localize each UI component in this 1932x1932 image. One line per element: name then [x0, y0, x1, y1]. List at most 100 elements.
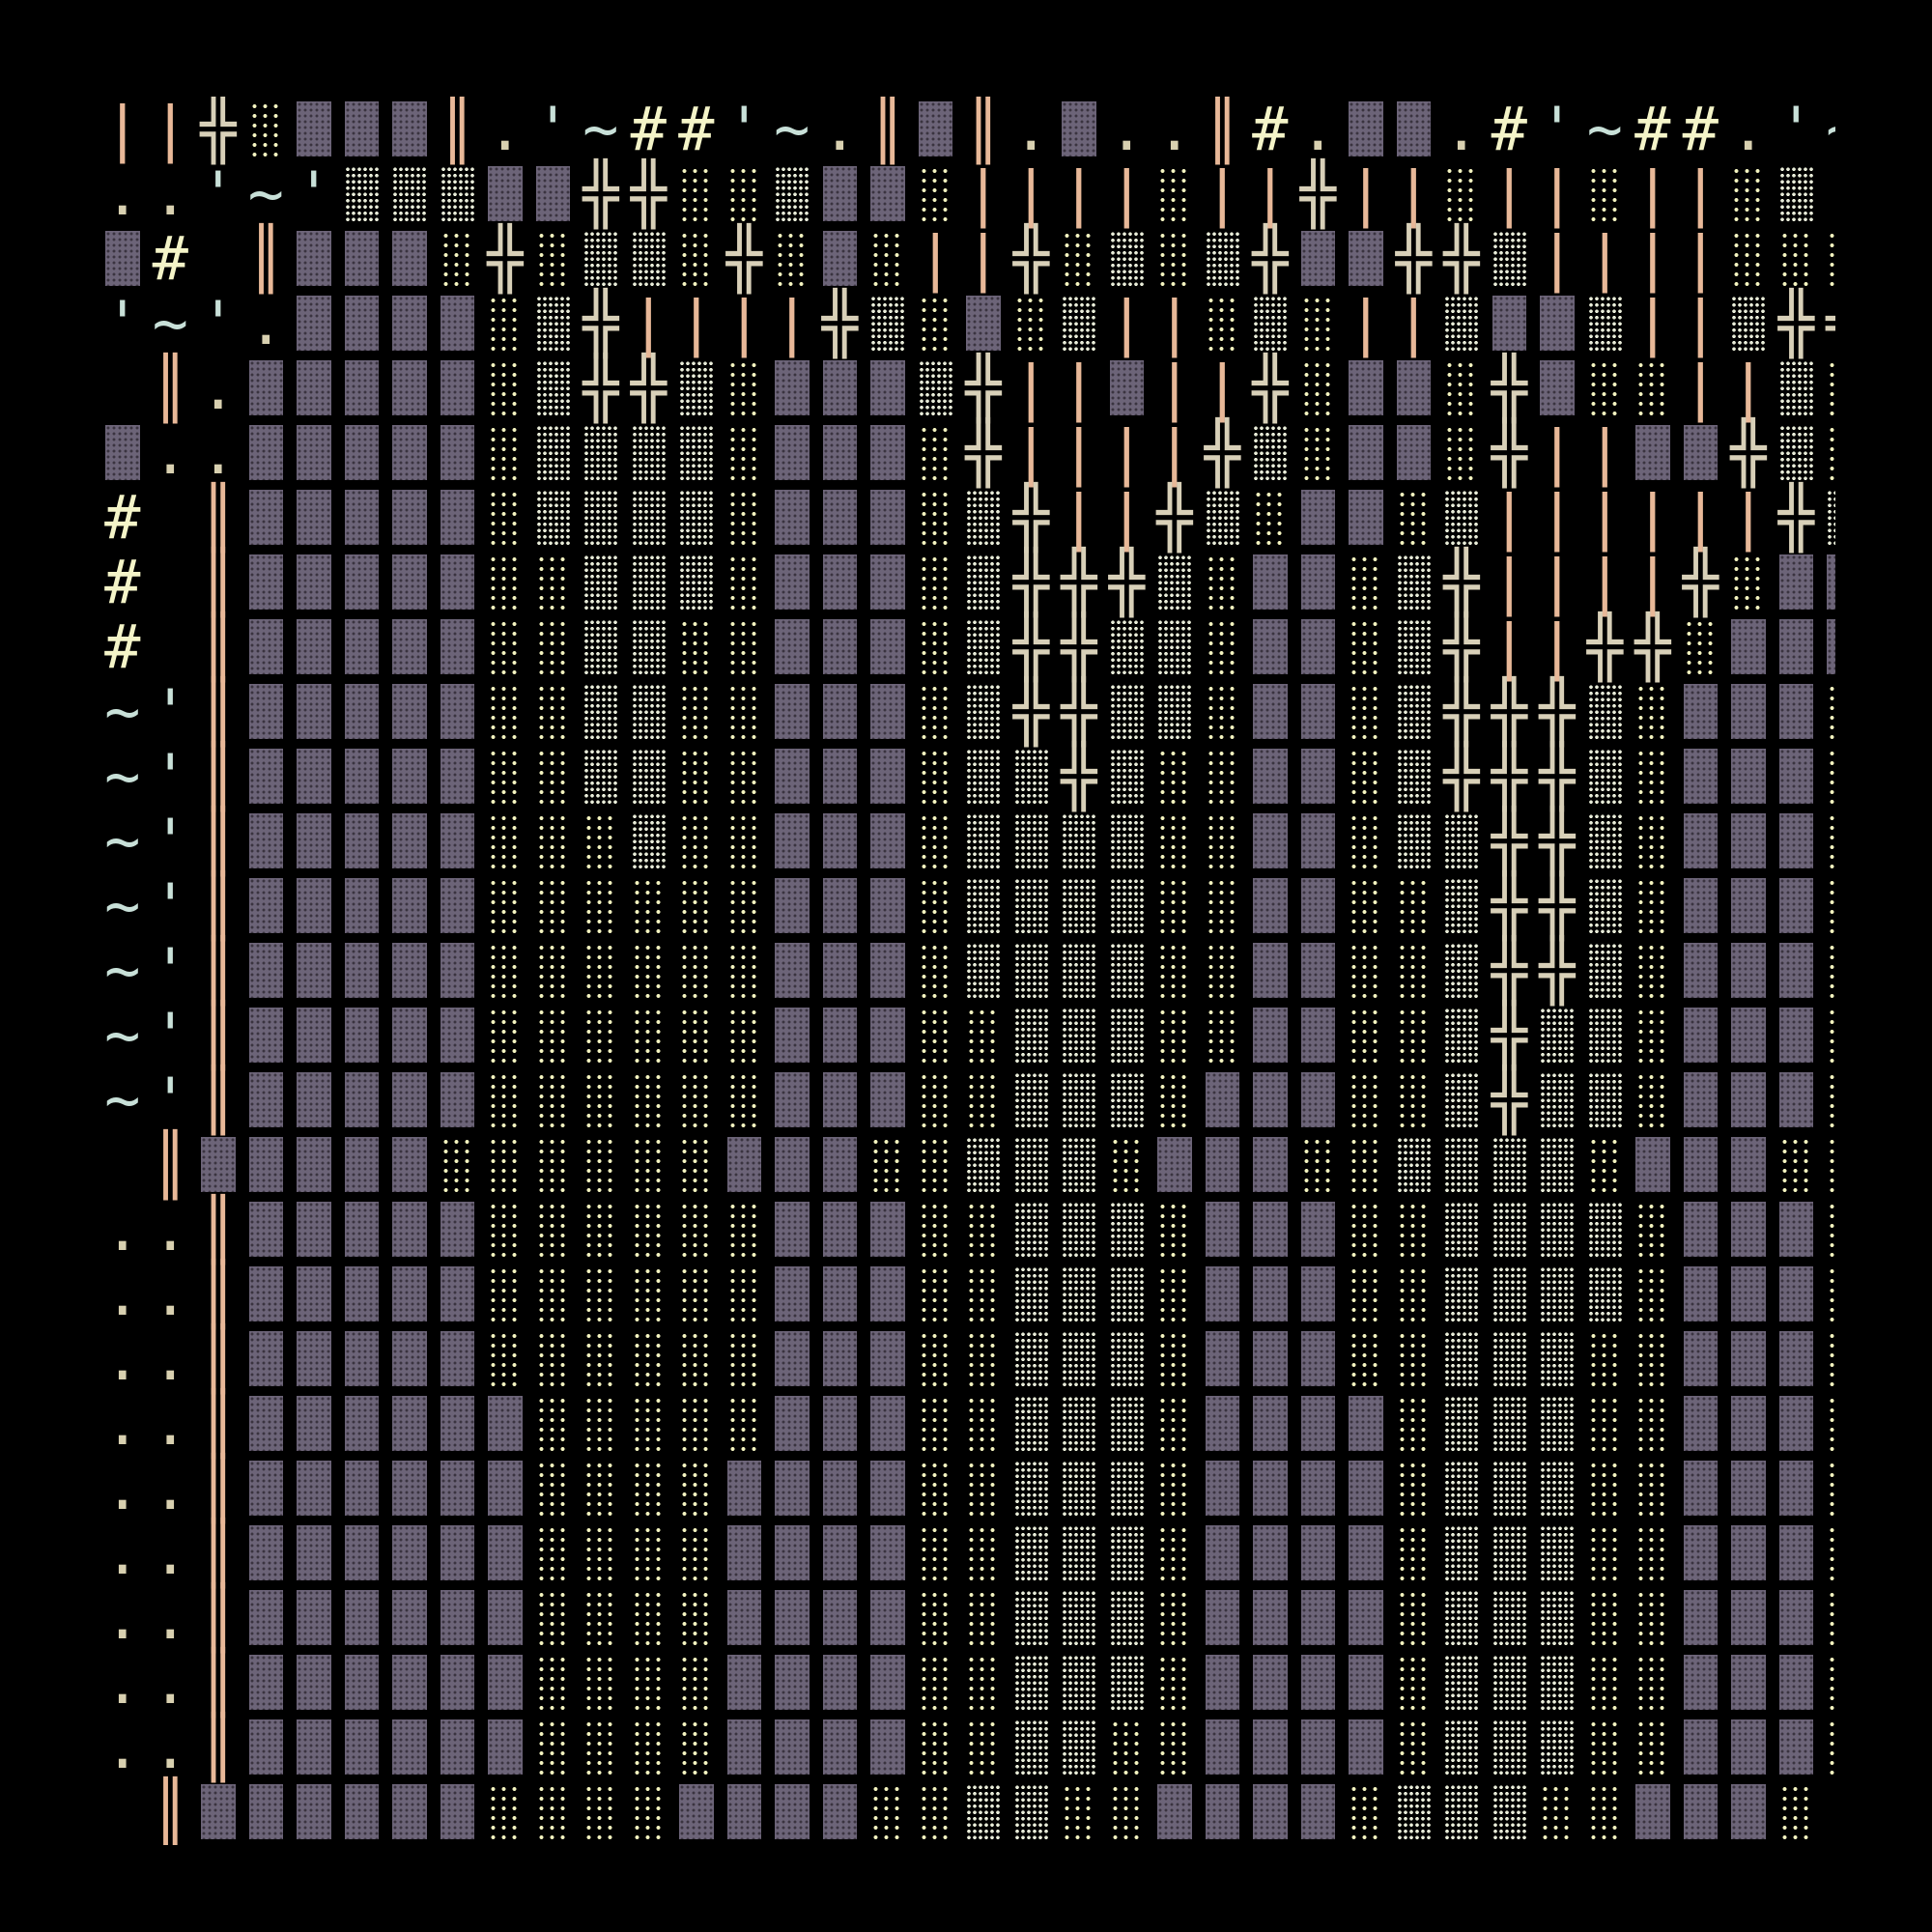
art-cell: ╬	[1539, 741, 1576, 811]
art-cell: ▓	[816, 1715, 865, 1779]
art-cell: ▓	[1294, 226, 1343, 291]
art-cell: ▒	[1151, 614, 1199, 679]
art-cell: ▓	[242, 1520, 291, 1585]
art-cell: ░	[912, 1067, 960, 1132]
art-cell: ║	[200, 1647, 237, 1718]
art-cell: ╬	[1539, 935, 1576, 1006]
art-cell: ╬	[1777, 288, 1814, 358]
art-cell: ▓	[290, 420, 338, 485]
art-cell: ~	[104, 935, 141, 1006]
art-cell: ░	[1390, 938, 1438, 1003]
art-cell: ▓	[768, 873, 816, 938]
art-cell: ▓	[768, 420, 816, 485]
art-cell: ░	[1629, 1197, 1677, 1262]
art-cell: ▒	[625, 485, 673, 550]
art-cell: ░	[481, 291, 529, 355]
art-cell	[99, 1132, 147, 1197]
art-cell: ▓	[290, 226, 338, 291]
art-cell: ░	[481, 873, 529, 938]
art-cell: ▓	[1724, 1391, 1773, 1456]
art-cell: ░	[577, 1262, 625, 1326]
art-cell: ▓	[242, 1585, 291, 1650]
art-cell: #	[1634, 97, 1671, 164]
art-cell: ▓	[721, 1520, 769, 1585]
art-cell: ▒	[1486, 1197, 1534, 1262]
art-cell: ▓	[864, 614, 912, 679]
art-cell: ▓	[768, 485, 816, 550]
art-cell: ░	[721, 1067, 769, 1132]
art-cell: |	[1156, 417, 1193, 488]
art-cell: ▓	[385, 1262, 434, 1326]
art-cell: ░	[625, 1067, 673, 1132]
art-cell: |	[1634, 223, 1671, 294]
art-cell: ▒	[1055, 1326, 1103, 1391]
art-cell: ▓	[816, 1003, 865, 1067]
art-cell: ░	[959, 1262, 1008, 1326]
art-cell: ▓	[816, 355, 865, 420]
art-cell: ░	[1008, 291, 1056, 355]
art-cell: ▒	[1246, 291, 1294, 355]
art-cell: ║	[200, 1000, 237, 1070]
art-cell: ░	[721, 420, 769, 485]
art-row: ▓..▓▓▓▓▓░▒▒▒▒░▓▓▓░╬||||╬▒░▓▓░╬||▓▓╬▒░▓░▒…	[99, 420, 1835, 485]
art-cell: ▓	[768, 1391, 816, 1456]
art-cell: ▓	[338, 744, 386, 809]
art-cell: ░	[912, 679, 960, 744]
art-cell: '	[152, 741, 188, 811]
art-cell: ▒	[1486, 1520, 1534, 1585]
art-cell: #	[678, 97, 715, 164]
art-cell: ░	[529, 809, 578, 873]
art-cell: ▓	[385, 420, 434, 485]
art-cell: ▒	[1581, 873, 1630, 938]
art-cell: ░	[1151, 938, 1199, 1003]
art-cell: ▓	[721, 1715, 769, 1779]
art-cell: ▒	[1486, 1326, 1534, 1391]
art-cell: ╬	[1443, 676, 1480, 747]
art-cell: ▒	[1390, 1779, 1438, 1844]
art-cell: ▒	[1533, 1003, 1581, 1067]
art-cell: ░	[672, 744, 721, 809]
art-cell: ░	[481, 1003, 529, 1067]
art-cell: ░	[1342, 1197, 1390, 1262]
art-cell: ▒	[672, 355, 721, 420]
art-cell: ░	[1629, 873, 1677, 938]
art-cell: ░	[721, 1391, 769, 1456]
art-cell: '	[152, 1065, 188, 1135]
art-cell: ▓	[1724, 1715, 1773, 1779]
art-cell: ▒	[1437, 1003, 1486, 1067]
art-cell: ▓	[481, 1650, 529, 1715]
art-cell: ▓	[194, 1779, 242, 1844]
art-cell: ~	[104, 676, 141, 747]
art-cell: ╬	[1491, 741, 1527, 811]
art-cell: ░	[672, 1520, 721, 1585]
art-cell: ▓	[290, 1067, 338, 1132]
art-cell: ░	[1390, 1003, 1438, 1067]
art-cell: ░	[1151, 873, 1199, 938]
art-cell: ▓	[385, 1197, 434, 1262]
art-cell: #	[104, 547, 141, 617]
art-cell: ▓	[242, 420, 291, 485]
art-cell: ▒	[434, 161, 482, 226]
art-row: ~'║▓▓▓▓▓░░░░░░▓▓▓░▒▒▒▒░░▓▓░░▒╬╬▒░▓▓▓░░	[99, 938, 1835, 1003]
art-cell: ╬	[1777, 482, 1814, 553]
art-cell: ▓	[1246, 1650, 1294, 1715]
art-cell: .	[247, 288, 284, 358]
art-cell: ░	[721, 1003, 769, 1067]
art-cell: ▒	[577, 614, 625, 679]
art-cell: ▓	[1773, 550, 1821, 614]
art-cell: ▓	[1677, 1132, 1725, 1197]
art-cell: ~	[152, 288, 188, 358]
art-cell: ▓	[385, 938, 434, 1003]
art-cell: ░	[959, 1326, 1008, 1391]
art-cell: ▓	[768, 1132, 816, 1197]
art-cell: ░	[1820, 744, 1835, 809]
art-cell: |	[1586, 223, 1623, 294]
art-cell: ░	[1820, 355, 1835, 420]
art-cell: ░	[481, 420, 529, 485]
art-cell: ▒	[1008, 1326, 1056, 1391]
art-cell: '	[104, 288, 141, 358]
art-cell: ▓	[242, 873, 291, 938]
art-cell: ▒	[1820, 485, 1835, 550]
art-cell: |	[1012, 417, 1049, 488]
art-cell: ▓	[385, 1715, 434, 1779]
